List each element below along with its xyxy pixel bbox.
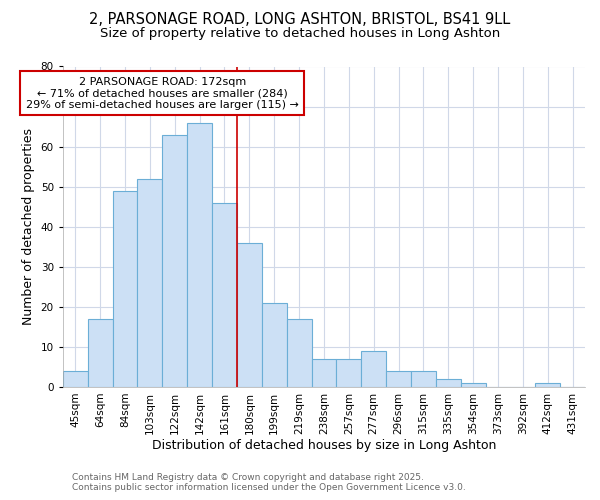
Text: 2 PARSONAGE ROAD: 172sqm
← 71% of detached houses are smaller (284)
29% of semi-: 2 PARSONAGE ROAD: 172sqm ← 71% of detach…	[26, 76, 299, 110]
Bar	[535, 383, 560, 387]
Bar	[411, 371, 436, 387]
Y-axis label: Number of detached properties: Number of detached properties	[22, 128, 35, 325]
Bar	[361, 351, 386, 387]
Bar	[63, 371, 88, 387]
Bar	[461, 383, 485, 387]
Bar	[137, 178, 163, 387]
Text: Contains HM Land Registry data © Crown copyright and database right 2025.
Contai: Contains HM Land Registry data © Crown c…	[72, 473, 466, 492]
Bar	[212, 202, 237, 387]
Bar	[436, 379, 461, 387]
Bar	[187, 122, 212, 387]
Text: Size of property relative to detached houses in Long Ashton: Size of property relative to detached ho…	[100, 28, 500, 40]
Bar	[163, 134, 187, 387]
Bar	[113, 190, 137, 387]
X-axis label: Distribution of detached houses by size in Long Ashton: Distribution of detached houses by size …	[152, 440, 496, 452]
Bar	[311, 359, 337, 387]
Bar	[262, 303, 287, 387]
Bar	[287, 319, 311, 387]
Text: 2, PARSONAGE ROAD, LONG ASHTON, BRISTOL, BS41 9LL: 2, PARSONAGE ROAD, LONG ASHTON, BRISTOL,…	[89, 12, 511, 28]
Bar	[337, 359, 361, 387]
Bar	[386, 371, 411, 387]
Bar	[237, 243, 262, 387]
Bar	[88, 319, 113, 387]
